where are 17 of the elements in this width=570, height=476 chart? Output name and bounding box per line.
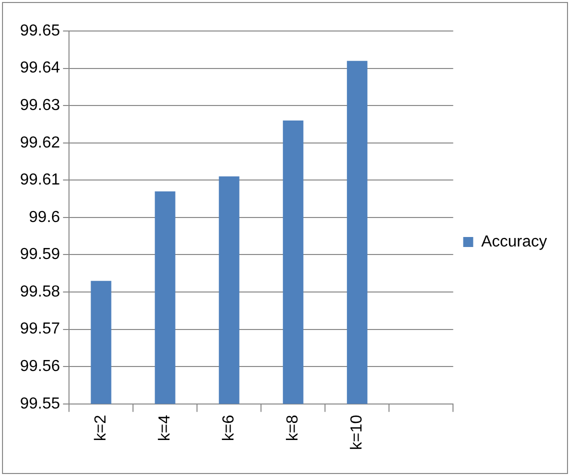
- y-tick-label: 99.64: [20, 60, 60, 77]
- y-tick-label: 99.62: [20, 134, 60, 152]
- y-tick-label: 99.6: [28, 208, 60, 226]
- y-tick-label: 99.63: [20, 96, 60, 114]
- y-tick-label: 99.57: [20, 320, 60, 338]
- y-tick-label: 99.55: [20, 395, 60, 412]
- y-tick-label: 99.59: [20, 246, 60, 264]
- x-tick-label: k=10: [348, 414, 366, 450]
- x-tick-label: k=8: [284, 414, 302, 442]
- y-tick-label: 99.58: [20, 283, 60, 300]
- y-tick-label: 99.65: [20, 22, 60, 40]
- y-tick-label: 99.56: [20, 358, 60, 375]
- x-tick-label: k=2: [92, 414, 110, 442]
- x-tick-label: k=4: [156, 414, 174, 442]
- legend-label: Accuracy: [481, 233, 547, 250]
- y-tick-label: 99.61: [20, 172, 60, 189]
- x-tick-label: k=6: [220, 414, 238, 442]
